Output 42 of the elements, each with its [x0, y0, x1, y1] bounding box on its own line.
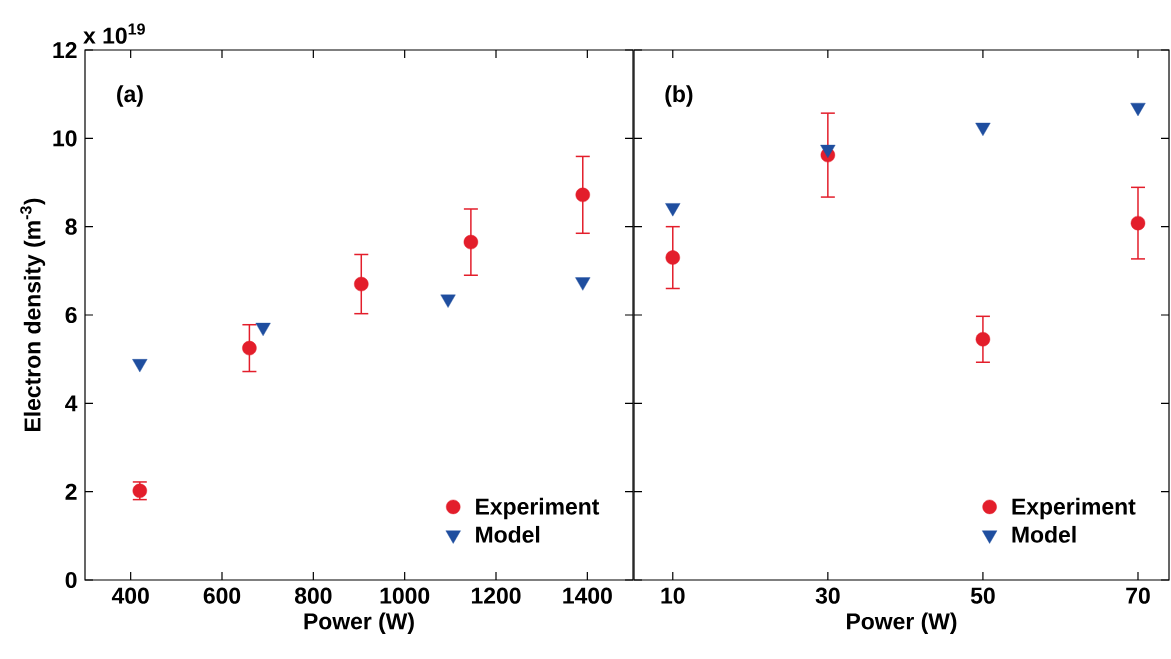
x-axis-title: Power (W)	[847, 612, 957, 634]
legend-label: Experiment	[476, 497, 600, 520]
y-axis-title: Electron density (m$^{-3}$)	[20, 198, 46, 431]
point	[575, 277, 591, 291]
annotation: (a)	[117, 85, 143, 107]
x-tick-label: 10	[661, 587, 685, 604]
x-tick-label: 600	[203, 587, 241, 604]
x-tick-label: 400	[111, 587, 149, 604]
point	[575, 187, 590, 203]
x-tick-label: 1400	[563, 587, 612, 604]
x-tick-label: 50	[970, 587, 995, 604]
point	[463, 234, 479, 250]
y-tick-label: 0	[65, 571, 77, 589]
point	[975, 122, 991, 136]
point	[1130, 215, 1146, 231]
x-tick-label: 30	[815, 587, 840, 604]
point	[665, 250, 680, 265]
x-tick-label: 1000	[380, 587, 430, 604]
y-tick-label: 8	[65, 218, 77, 235]
point	[1130, 102, 1146, 117]
point	[665, 203, 681, 217]
y-tick-label: 6	[65, 306, 77, 324]
x-tick-label: 1200	[471, 587, 521, 604]
point	[975, 332, 991, 347]
y-tick-label: 4	[65, 395, 78, 412]
text: x 10$^{19}$	[83, 23, 145, 44]
legend-label: Model	[1012, 525, 1076, 543]
point	[820, 144, 836, 159]
annotation: (b)	[665, 85, 693, 107]
point	[440, 294, 456, 308]
point	[242, 340, 257, 356]
point	[354, 276, 369, 292]
y-tick-label: 10	[53, 130, 77, 147]
y-tick-label: 12	[53, 41, 77, 58]
point	[132, 359, 148, 373]
y-tick-label: 2	[65, 483, 77, 500]
x-axis-title: Power (W)	[304, 612, 414, 634]
legend-label: Experiment	[1012, 497, 1136, 520]
x-tick-label: 70	[1126, 587, 1150, 604]
x-tick-label: 800	[294, 587, 332, 604]
point	[255, 322, 271, 337]
legend-label: Model	[476, 525, 540, 543]
